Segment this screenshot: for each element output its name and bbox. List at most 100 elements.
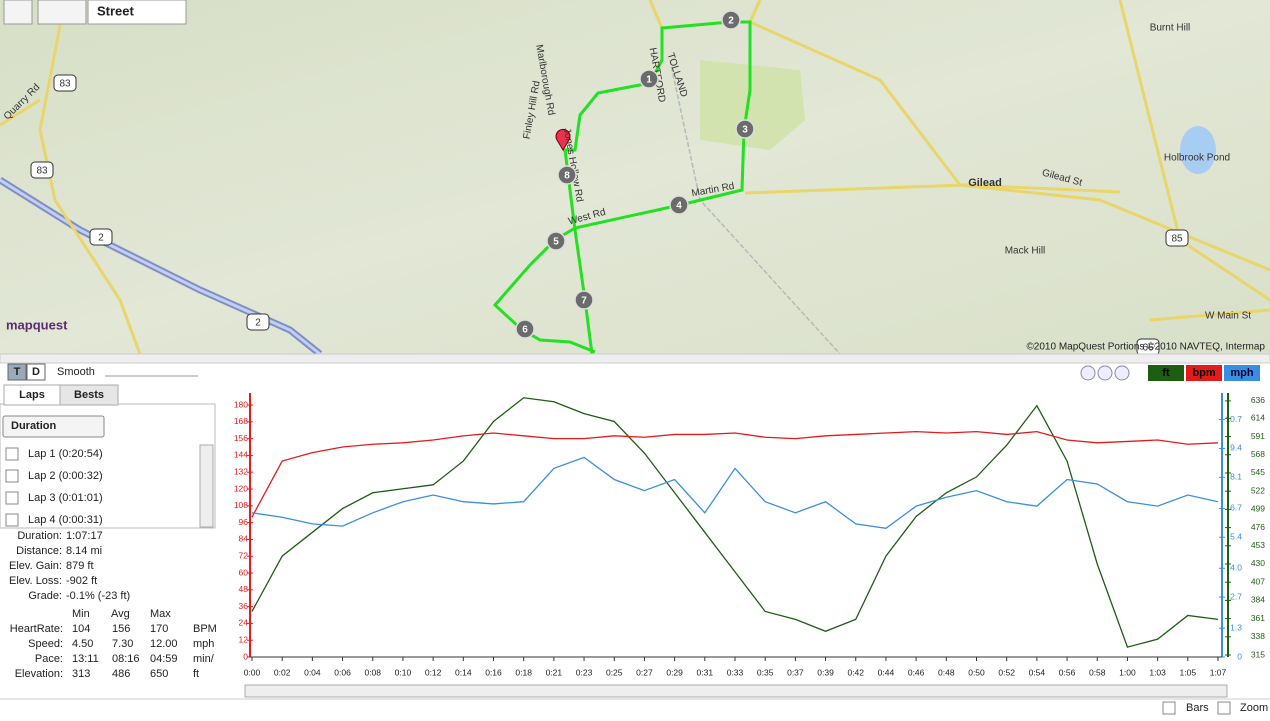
lap-marker[interactable] — [574, 290, 594, 310]
chart: 0122436486072849610812013214415616818001… — [234, 365, 1265, 677]
playback-button[interactable] — [1114, 365, 1130, 381]
range-slider[interactable] — [244, 684, 1228, 698]
lap-checkbox[interactable] — [5, 469, 19, 483]
lap-marker[interactable] — [557, 165, 577, 185]
lap-item: Lap 1 (0:20:54) — [28, 448, 103, 460]
x-tick-label: 0:58 — [1089, 667, 1106, 677]
series-line — [251, 456, 1219, 530]
toggle-d[interactable] — [26, 363, 46, 381]
stat-value: -902 ft — [66, 575, 97, 587]
y-tick-label: 12 — [239, 634, 249, 644]
lap-marker[interactable] — [546, 231, 566, 251]
tab[interactable] — [59, 384, 119, 406]
x-tick-label: 0:27 — [636, 667, 653, 677]
playback-button[interactable] — [1080, 365, 1096, 381]
summary-cell: 104 — [72, 623, 90, 635]
summary-cell: 08:16 — [112, 653, 140, 665]
playback-button[interactable] — [1097, 365, 1113, 381]
shield-label: 2 — [255, 318, 261, 329]
x-tick-label: 0:31 — [697, 667, 714, 677]
legend-button[interactable] — [1148, 365, 1184, 381]
scrollbar[interactable] — [199, 444, 214, 528]
summary-cell: Speed: — [28, 638, 63, 650]
stat-value: 1:07:17 — [66, 530, 103, 542]
stat-label: Elev. Loss: — [9, 575, 62, 587]
y-tick-label: 522 — [1251, 485, 1265, 495]
y-tick-label: 10.7 — [1225, 414, 1242, 424]
summary-cell: 7.30 — [112, 638, 133, 650]
y-tick-label: 108 — [234, 500, 248, 510]
x-tick-label: 0:48 — [938, 667, 955, 677]
start-pin[interactable] — [555, 128, 571, 151]
y-tick-label: 614 — [1251, 413, 1265, 423]
zoom-checkbox[interactable] — [1217, 701, 1231, 715]
footer-label: Bars — [1186, 702, 1209, 714]
stat-label: Duration: — [17, 530, 62, 542]
y-tick-label: 636 — [1251, 395, 1265, 405]
splitter[interactable] — [0, 353, 1270, 364]
y-tick-label: 453 — [1251, 540, 1265, 550]
y-tick-label: 430 — [1251, 558, 1265, 568]
shield-label: 2 — [98, 233, 104, 244]
lap-marker[interactable] — [669, 195, 689, 215]
lap-item: Lap 4 (0:00:31) — [28, 514, 103, 526]
stat-label: Elev. Gain: — [9, 560, 62, 572]
y-tick-label: 568 — [1251, 449, 1265, 459]
stat-label: Grade: — [28, 590, 62, 602]
bars-checkbox[interactable] — [1162, 701, 1176, 715]
x-tick-label: 0:54 — [1029, 667, 1046, 677]
y-tick-label: 168 — [234, 416, 248, 426]
y-tick-label: 591 — [1251, 431, 1265, 441]
highway — [0, 178, 321, 356]
lap-marker-label: 8 — [564, 171, 570, 182]
summary-header: Min — [72, 608, 90, 620]
y-tick-label: 0 — [1237, 651, 1242, 661]
y-tick-label: 8.1 — [1230, 472, 1242, 482]
legend-button[interactable] — [1224, 365, 1260, 381]
lap-select[interactable] — [2, 415, 105, 438]
summary-cell: 13:11 — [72, 653, 99, 665]
toggle-label: D — [32, 366, 40, 378]
map-type-select[interactable] — [87, 0, 187, 25]
lap-marker[interactable] — [721, 10, 741, 30]
lap-checkbox[interactable] — [5, 447, 19, 461]
x-tick-label: 0:14 — [455, 667, 472, 677]
route-shield — [53, 74, 77, 92]
x-tick-label: 0:18 — [515, 667, 532, 677]
lap-checkbox[interactable] — [5, 513, 19, 527]
toggle-t[interactable] — [7, 363, 27, 381]
lap-marker[interactable] — [735, 119, 755, 139]
x-tick-label: 0:42 — [847, 667, 864, 677]
y-tick-label: 156 — [234, 433, 248, 443]
y-tick-label: 476 — [1251, 522, 1265, 532]
park — [700, 60, 805, 150]
x-tick-label: 0:12 — [425, 667, 442, 677]
map-label: W Main St — [1205, 311, 1251, 322]
x-tick-label: 0:16 — [485, 667, 502, 677]
y-tick-label: 96 — [239, 517, 249, 527]
zoom-button[interactable] — [37, 0, 87, 25]
y-tick-label: 315 — [1251, 649, 1265, 659]
y-tick-label: 5.4 — [1230, 531, 1242, 541]
summary-header: Avg — [111, 608, 130, 620]
logo: mapquest — [6, 317, 68, 332]
lap-marker[interactable] — [515, 319, 535, 339]
y-tick-label: 2.7 — [1230, 591, 1242, 601]
x-tick-label: 0:21 — [546, 667, 563, 677]
y-tick-label: 1.3 — [1230, 622, 1242, 632]
toolbar: T D Smooth — [7, 363, 198, 381]
summary-cell: 486 — [112, 668, 130, 680]
lap-marker[interactable] — [639, 69, 659, 89]
lap-checkbox[interactable] — [5, 491, 19, 505]
side-panel: Laps Bests Duration Lap 1 (0:20:54) Lap 2… — [0, 384, 217, 680]
x-tick-label: 0:52 — [998, 667, 1015, 677]
y-tick-label: 36 — [239, 601, 249, 611]
lap-marker-label: 4 — [676, 201, 682, 212]
legend-button[interactable] — [1186, 365, 1222, 381]
lap-marker-label: 6 — [522, 325, 528, 336]
map-label: Gilead — [968, 177, 1002, 189]
legend-label: bpm — [1192, 367, 1215, 379]
y-tick-label: 120 — [234, 483, 248, 493]
pan-button[interactable] — [3, 0, 33, 25]
